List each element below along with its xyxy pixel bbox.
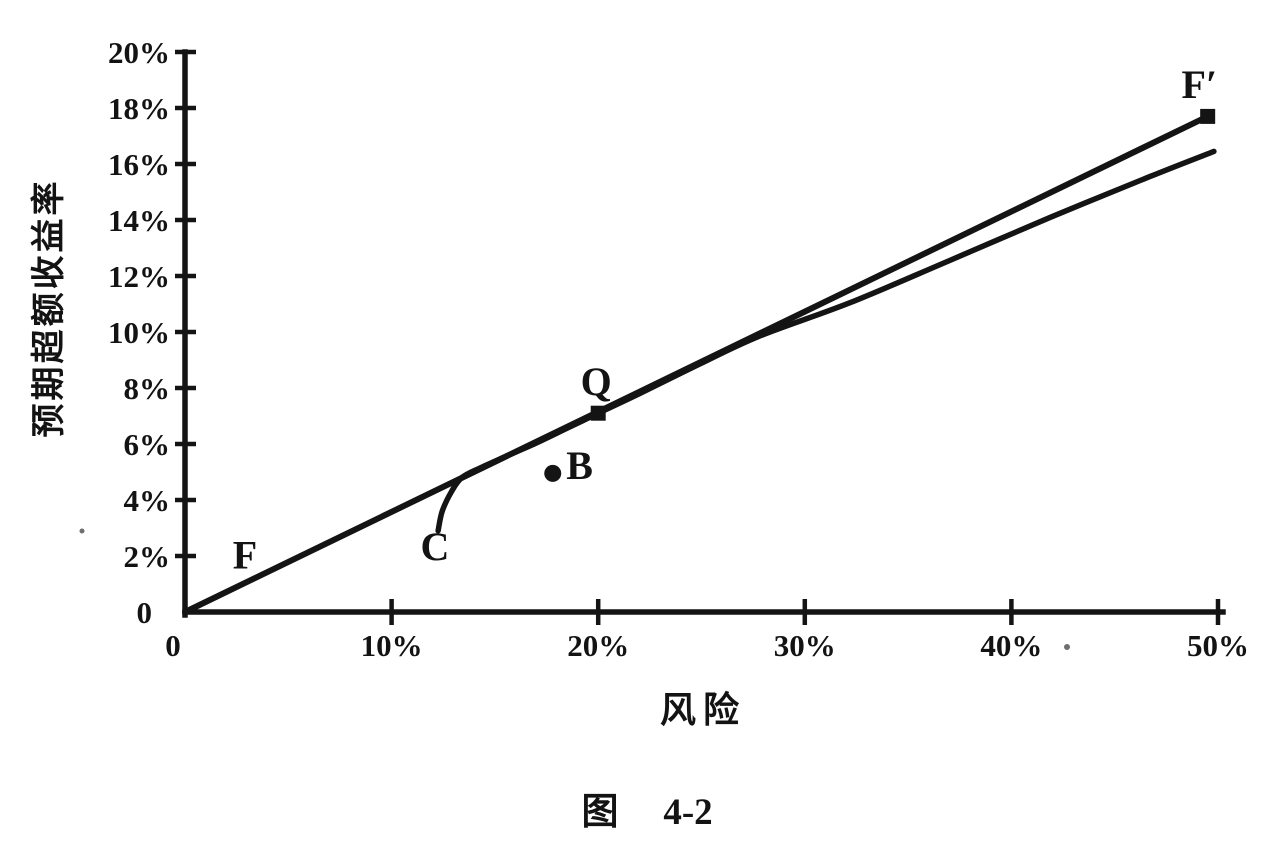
- figure-caption-number: 4-2: [663, 792, 712, 833]
- scan-speckle: [1064, 644, 1070, 650]
- y-tick-label: 16%: [108, 147, 170, 182]
- x-tick-label: 0: [165, 628, 181, 663]
- y-tick-label: 18%: [108, 91, 170, 126]
- y-tick-label: 20%: [108, 35, 170, 70]
- y-axis-title: 预期超额收益率: [30, 179, 68, 438]
- y-tick-label: 2%: [124, 539, 171, 574]
- scan-speckle: [79, 528, 85, 534]
- chart-generated-layer: 0 10% 20% 30% 40% 50% 0 2% 4% 6% 8% 10% 12% 14% 16% 18%…: [79, 35, 1249, 663]
- y-tick-label: 8%: [124, 371, 171, 406]
- curve-C: [435, 148, 1217, 534]
- point-label-F-prime: F′: [1182, 62, 1218, 107]
- y-tick-label: 0: [137, 595, 153, 630]
- x-tick-label: 20%: [567, 628, 629, 663]
- x-tick-label: 30%: [774, 628, 836, 663]
- point-label-Q: Q: [581, 359, 612, 404]
- x-tick-label: 40%: [980, 628, 1042, 663]
- annotation-label-F: F: [233, 533, 257, 578]
- x-tick-label: 10%: [361, 628, 423, 663]
- x-axis-title: 风险: [660, 690, 746, 730]
- marker-F-prime: [1200, 108, 1216, 124]
- figure-caption-prefix: 图: [582, 792, 619, 833]
- annotation-label-C: C: [421, 524, 450, 569]
- y-tick-label: 14%: [108, 203, 170, 238]
- y-tick-label: 12%: [108, 259, 170, 294]
- marker-Q: [590, 405, 606, 421]
- y-tick-label: 4%: [124, 483, 171, 518]
- marker-B: [544, 464, 562, 482]
- point-label-B: B: [566, 443, 593, 488]
- y-tick-label: 6%: [124, 427, 171, 462]
- x-tick-label: 50%: [1187, 628, 1249, 663]
- y-tick-label: 10%: [108, 315, 170, 350]
